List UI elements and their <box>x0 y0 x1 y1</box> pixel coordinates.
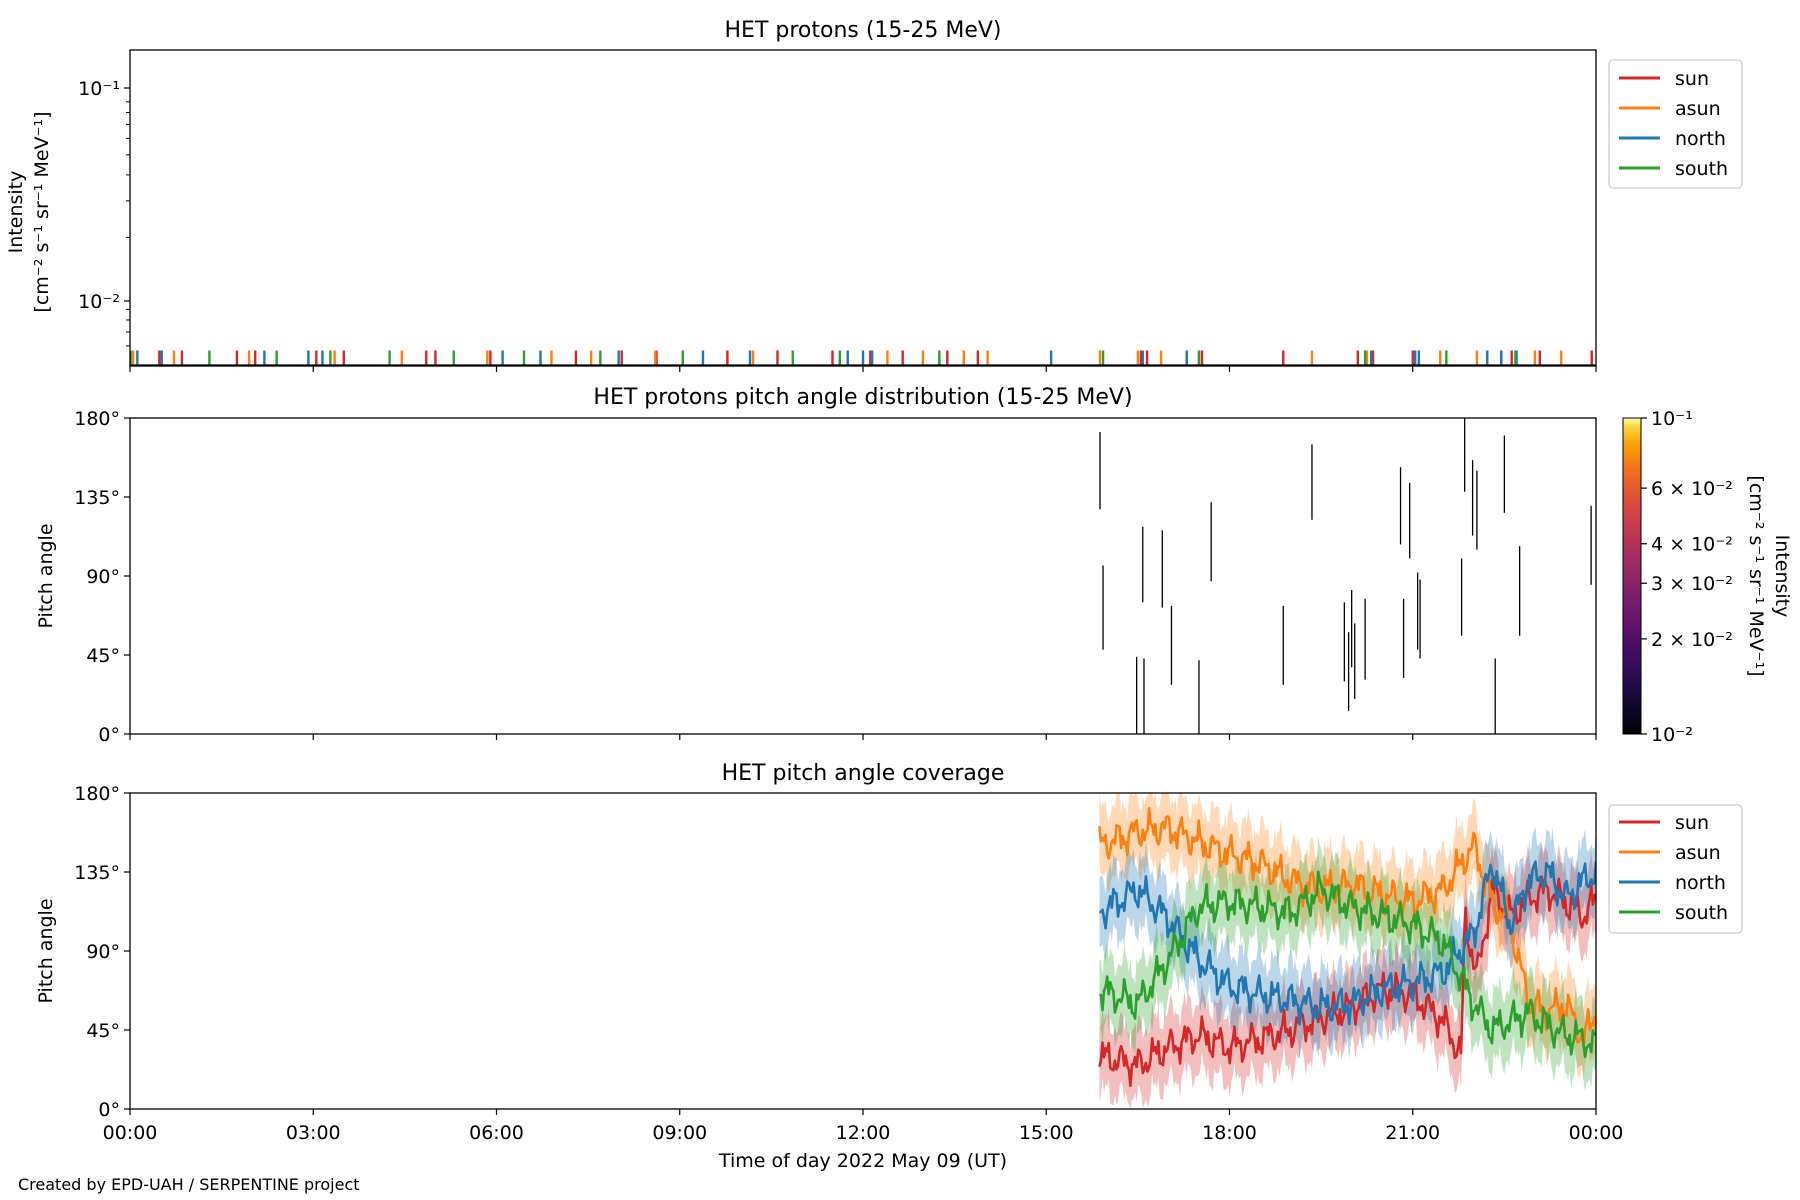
panel-2-ytick-0: 180° <box>74 408 120 430</box>
legend-3-south-label: south <box>1675 902 1728 924</box>
x-axis-label: Time of day 2022 May 09 (UT) <box>718 1150 1007 1172</box>
panel-1-ytick-1: 10⁻¹ <box>78 78 120 100</box>
panel-3-ytick-0: 180° <box>74 783 120 805</box>
colorbar-tick-2: 4 × 10⁻² <box>1651 534 1733 556</box>
panel-3-ytick-2: 90° <box>86 941 120 963</box>
panel-2-ytick-2: 90° <box>86 566 120 588</box>
legend-1-north-label: north <box>1675 128 1726 150</box>
panel-1-minor-ticks <box>126 101 130 347</box>
coverage-band-asun <box>1099 793 1596 1082</box>
x-tick-label-6: 18:00 <box>1202 1122 1257 1144</box>
panel-3-lines <box>1098 806 1596 1088</box>
legend-1-sun-label: sun <box>1675 68 1709 90</box>
legend-3-north-label: north <box>1675 872 1726 894</box>
panel-1-plot-area <box>130 50 1596 366</box>
panel-2-cells <box>1099 418 1592 734</box>
x-tick-label-2: 06:00 <box>469 1122 524 1144</box>
x-tick-label-0: 00:00 <box>103 1122 158 1144</box>
colorbar-bar <box>1622 417 1642 735</box>
coverage-band-north <box>1099 826 1596 1060</box>
panel-3-plot-area <box>130 793 1596 1109</box>
colorbar: 10⁻¹ 6 × 10⁻² 4 × 10⁻² 3 × 10⁻² 2 × 10⁻² 10⁻²… <box>1622 408 1793 746</box>
panel-2-plot-area <box>130 418 1596 734</box>
panel-1-title: HET protons (15-25 MeV) <box>725 18 1002 43</box>
colorbar-tick-3: 3 × 10⁻² <box>1651 573 1733 595</box>
coverage-line-south <box>1099 870 1596 1058</box>
panel-1-ylabel-line2: [cm⁻² s⁻¹ sr⁻¹ MeV⁻¹] <box>31 111 53 312</box>
panel-1-spikes <box>130 350 1593 365</box>
coverage-line-asun <box>1098 806 1596 1048</box>
legend-3-asun-label: asun <box>1675 842 1721 864</box>
legend-1-asun-label: asun <box>1675 98 1721 120</box>
panel-3-ytick-4: 0° <box>98 1099 120 1121</box>
panel-pitch-distribution: HET protons pitch angle distribution (15… <box>35 385 1793 746</box>
coverage-band-south <box>1099 836 1596 1092</box>
panel-3-y-axis: 180° 135° 90° 45° 0° <box>74 783 130 1121</box>
x-tick-label-4: 12:00 <box>836 1122 891 1144</box>
legend-1-south-label: south <box>1675 158 1728 180</box>
colorbar-tick-5: 10⁻² <box>1651 724 1693 746</box>
panel-3-title: HET pitch angle coverage <box>722 761 1005 786</box>
panel-2-y-axis: 180° 135° 90° 45° 0° <box>74 408 130 746</box>
coverage-line-north <box>1099 860 1596 1026</box>
colorbar-label-line2: [cm⁻² s⁻¹ sr⁻¹ MeV⁻¹] <box>1745 475 1767 676</box>
panel-3-ytick-3: 45° <box>86 1020 120 1042</box>
colorbar-ticks: 10⁻¹ 6 × 10⁻² 4 × 10⁻² 3 × 10⁻² 2 × 10⁻² 10⁻² <box>1641 408 1733 746</box>
panel-3-legend-box <box>1608 804 1743 934</box>
panel-2-ytick-4: 0° <box>98 724 120 746</box>
panel-1-y-axis: 10⁻¹ 10⁻² <box>78 78 130 313</box>
colorbar-tick-1: 6 × 10⁻² <box>1651 478 1733 500</box>
colorbar-tick-4: 2 × 10⁻² <box>1651 629 1733 651</box>
x-tick-label-5: 15:00 <box>1019 1122 1074 1144</box>
panel-intensity: HET protons (15-25 MeV) 10⁻¹ 10⁻² Intens… <box>5 18 1743 367</box>
x-tick-label-8: 00:00 <box>1569 1122 1624 1144</box>
panel-1-ylabel-line1: Intensity <box>5 171 27 254</box>
x-tick-label-3: 09:00 <box>652 1122 707 1144</box>
panel-2-ytick-3: 45° <box>86 645 120 667</box>
panel-1-legend-box <box>1608 59 1743 189</box>
x-tick-label-1: 03:00 <box>286 1122 341 1144</box>
legend-3-sun-label: sun <box>1675 812 1709 834</box>
x-tick-label-7: 21:00 <box>1385 1122 1440 1144</box>
panel-2-ytick-1: 135° <box>74 487 120 509</box>
colorbar-tick-0: 10⁻¹ <box>1651 408 1693 430</box>
panel-2-ylabel: Pitch angle <box>35 523 57 628</box>
footer-credit: Created by EPD-UAH / SERPENTINE project <box>18 1175 360 1194</box>
panel-2-title: HET protons pitch angle distribution (15… <box>593 385 1132 410</box>
x-axis-ticks <box>129 366 1597 1115</box>
panel-3-legend: sun asun north south <box>1608 804 1743 934</box>
panel-3-ylabel: Pitch angle <box>35 898 57 1003</box>
panel-1-legend: sun asun north south <box>1608 59 1743 189</box>
panel-1-ytick-2: 10⁻² <box>78 291 120 313</box>
panel-3-ytick-1: 135° <box>74 862 120 884</box>
colorbar-label-line1: Intensity <box>1771 535 1793 618</box>
panel-pitch-coverage: HET pitch angle coverage 180° 135° 90° 45° 0… <box>35 761 1743 1121</box>
x-axis-tick-labels: 00:00 03:00 06:00 09:00 12:00 15:00 18:00 21:00… <box>103 1122 1624 1144</box>
